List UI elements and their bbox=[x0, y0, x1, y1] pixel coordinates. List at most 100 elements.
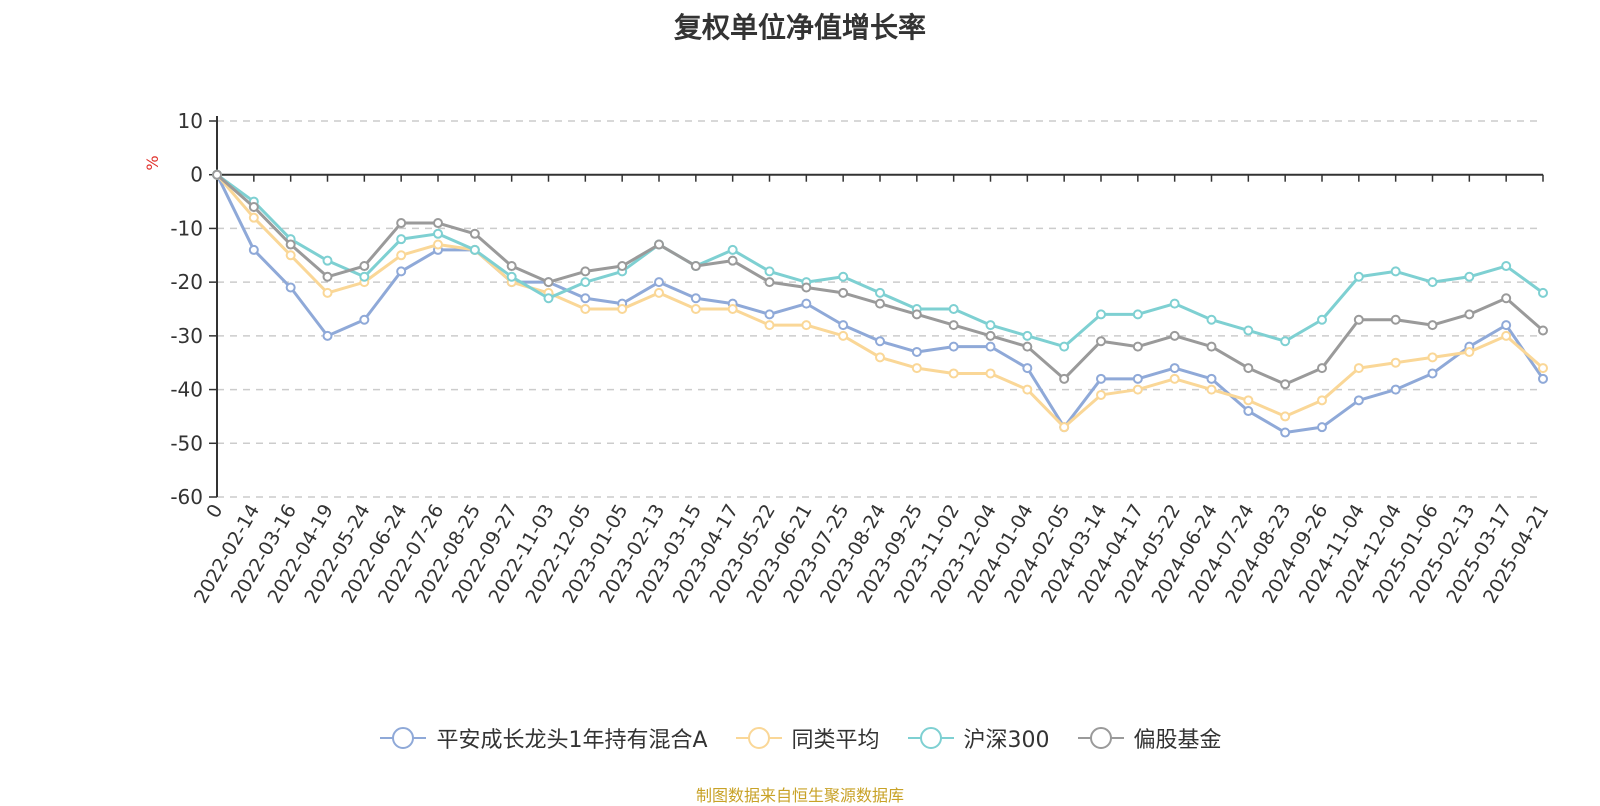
data-point bbox=[433, 228, 443, 239]
data-point bbox=[580, 277, 591, 288]
data-point bbox=[690, 304, 701, 314]
y-tick-label: -20 bbox=[170, 270, 203, 294]
data-point bbox=[1096, 389, 1106, 400]
data-point bbox=[654, 239, 664, 250]
data-point bbox=[1317, 314, 1327, 325]
data-point bbox=[1280, 336, 1291, 347]
data-point bbox=[617, 261, 628, 272]
legend-label: 同类平均 bbox=[791, 728, 880, 753]
data-point bbox=[690, 261, 701, 272]
data-point bbox=[1169, 373, 1180, 384]
data-point bbox=[985, 330, 996, 341]
data-point bbox=[1538, 363, 1548, 374]
legend-marker bbox=[380, 727, 427, 749]
line-chart: 100-10-20-30-40-50-60%02022-02-142022-03… bbox=[143, 109, 1553, 607]
data-point bbox=[1427, 320, 1438, 331]
data-point bbox=[801, 282, 812, 293]
data-point bbox=[1243, 406, 1254, 417]
data-point bbox=[1280, 427, 1291, 438]
legend-item-3[interactable]: 偏股基金 bbox=[1076, 722, 1222, 754]
data-point bbox=[838, 320, 849, 331]
data-point bbox=[1206, 314, 1217, 325]
legend-item-0[interactable]: 平安成长龙头1年持有混合A bbox=[378, 722, 708, 754]
data-point bbox=[1022, 384, 1033, 395]
data-point bbox=[690, 293, 701, 304]
data-point bbox=[433, 239, 443, 250]
data-point bbox=[1390, 384, 1401, 395]
data-point bbox=[1317, 363, 1327, 374]
data-point bbox=[1501, 320, 1512, 331]
data-point bbox=[1353, 395, 1364, 406]
data-point bbox=[727, 244, 738, 255]
y-tick-label: -60 bbox=[170, 485, 203, 509]
data-point bbox=[1169, 330, 1180, 341]
x-tick-label: 0 bbox=[202, 501, 227, 522]
data-point bbox=[322, 271, 333, 282]
data-point bbox=[1427, 368, 1438, 379]
data-point bbox=[433, 218, 443, 229]
data-point bbox=[911, 309, 922, 320]
data-point bbox=[985, 341, 996, 352]
data-point bbox=[580, 304, 591, 314]
data-point bbox=[838, 271, 849, 282]
data-point bbox=[911, 363, 922, 374]
data-point bbox=[1206, 341, 1217, 352]
data-point bbox=[764, 320, 775, 331]
data-point bbox=[911, 346, 922, 357]
data-point bbox=[1353, 363, 1364, 374]
data-point bbox=[1132, 384, 1143, 395]
data-point bbox=[359, 314, 370, 325]
data-point bbox=[396, 234, 407, 245]
data-point bbox=[1206, 373, 1217, 384]
data-point bbox=[1464, 346, 1475, 357]
data-point bbox=[1280, 379, 1291, 390]
data-point bbox=[285, 282, 296, 293]
data-point bbox=[875, 287, 885, 298]
chart-legend: 平安成长龙头1年持有混合A 同类平均 沪深300 偏股基金 bbox=[0, 722, 1600, 754]
data-point bbox=[1132, 309, 1143, 320]
data-point bbox=[875, 352, 885, 363]
data-point bbox=[1390, 314, 1401, 325]
legend-marker bbox=[735, 727, 782, 749]
y-axis-label: % bbox=[143, 155, 162, 170]
legend-item-2[interactable]: 沪深300 bbox=[906, 722, 1050, 754]
data-point bbox=[506, 261, 517, 272]
data-point bbox=[1538, 373, 1548, 384]
data-point bbox=[580, 266, 591, 277]
data-point bbox=[212, 169, 222, 180]
data-point bbox=[985, 320, 996, 331]
data-point bbox=[285, 250, 296, 261]
data-point bbox=[1501, 330, 1512, 341]
data-point bbox=[1022, 363, 1033, 374]
data-point bbox=[948, 341, 959, 352]
y-tick-label: 10 bbox=[178, 109, 203, 133]
data-point bbox=[1501, 261, 1512, 272]
data-point bbox=[396, 218, 407, 229]
data-point bbox=[543, 277, 554, 288]
legend-label: 平安成长龙头1年持有混合A bbox=[436, 728, 708, 753]
data-point bbox=[1022, 341, 1033, 352]
data-point bbox=[1243, 395, 1254, 406]
data-point bbox=[1132, 341, 1143, 352]
data-point bbox=[1022, 330, 1033, 341]
data-point bbox=[654, 287, 664, 298]
data-point bbox=[948, 368, 959, 379]
data-point bbox=[322, 330, 333, 341]
data-point bbox=[359, 261, 370, 272]
data-point bbox=[875, 298, 885, 309]
legend-item-1[interactable]: 同类平均 bbox=[734, 722, 880, 754]
data-point bbox=[1427, 352, 1438, 363]
data-point bbox=[875, 336, 885, 347]
data-point bbox=[838, 330, 849, 341]
data-point bbox=[469, 228, 480, 239]
data-point bbox=[838, 287, 849, 298]
data-point bbox=[1206, 384, 1217, 395]
data-point bbox=[1317, 395, 1327, 406]
data-point bbox=[248, 212, 259, 223]
data-point bbox=[1059, 373, 1070, 384]
data-point bbox=[727, 255, 738, 266]
data-point bbox=[1243, 325, 1254, 336]
data-point bbox=[1501, 293, 1512, 304]
data-point bbox=[1427, 277, 1438, 288]
